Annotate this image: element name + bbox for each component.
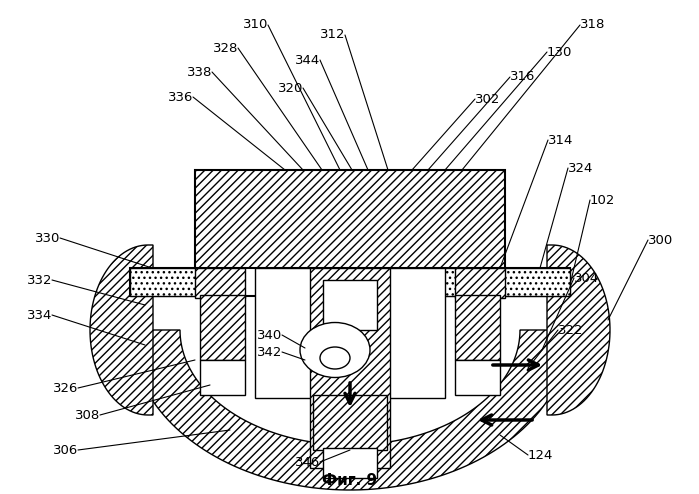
Bar xyxy=(195,170,505,270)
Text: 320: 320 xyxy=(278,82,303,94)
Text: 334: 334 xyxy=(27,308,52,322)
Text: 344: 344 xyxy=(295,53,320,67)
Text: 340: 340 xyxy=(257,329,282,341)
Text: 324: 324 xyxy=(568,162,593,174)
Text: 308: 308 xyxy=(75,409,100,421)
Text: Фиг. 9: Фиг. 9 xyxy=(322,472,377,488)
Ellipse shape xyxy=(300,323,370,377)
Polygon shape xyxy=(90,245,153,415)
Bar xyxy=(130,268,230,296)
Text: 300: 300 xyxy=(648,234,673,247)
Bar xyxy=(455,295,500,360)
Bar xyxy=(130,268,570,296)
Text: 326: 326 xyxy=(52,381,78,395)
Bar xyxy=(200,295,245,360)
Text: 316: 316 xyxy=(510,71,535,83)
Text: 342: 342 xyxy=(257,345,282,359)
Text: 312: 312 xyxy=(319,29,345,41)
Bar xyxy=(323,280,377,330)
Text: 346: 346 xyxy=(295,455,320,468)
Text: 314: 314 xyxy=(548,133,573,147)
Text: 130: 130 xyxy=(547,45,572,58)
Text: 306: 306 xyxy=(52,444,78,456)
Text: 336: 336 xyxy=(168,90,193,104)
Text: 328: 328 xyxy=(212,41,238,54)
Text: 102: 102 xyxy=(590,194,615,206)
Polygon shape xyxy=(130,330,570,490)
Ellipse shape xyxy=(320,347,350,369)
Bar xyxy=(313,395,387,450)
Text: 310: 310 xyxy=(243,18,268,32)
Text: 322: 322 xyxy=(558,324,584,336)
Polygon shape xyxy=(547,245,610,415)
Bar xyxy=(255,268,445,398)
Bar xyxy=(323,448,377,478)
Text: 330: 330 xyxy=(35,232,60,245)
Text: 304: 304 xyxy=(574,272,599,285)
Bar xyxy=(430,268,570,296)
Bar xyxy=(195,268,245,298)
Bar xyxy=(310,268,390,468)
Text: 338: 338 xyxy=(187,66,212,79)
Text: 124: 124 xyxy=(528,449,554,461)
Text: 332: 332 xyxy=(27,274,52,287)
Text: 302: 302 xyxy=(475,92,500,106)
Bar xyxy=(455,268,505,298)
Bar xyxy=(455,360,500,395)
Text: 318: 318 xyxy=(580,18,605,32)
Bar xyxy=(200,360,245,395)
